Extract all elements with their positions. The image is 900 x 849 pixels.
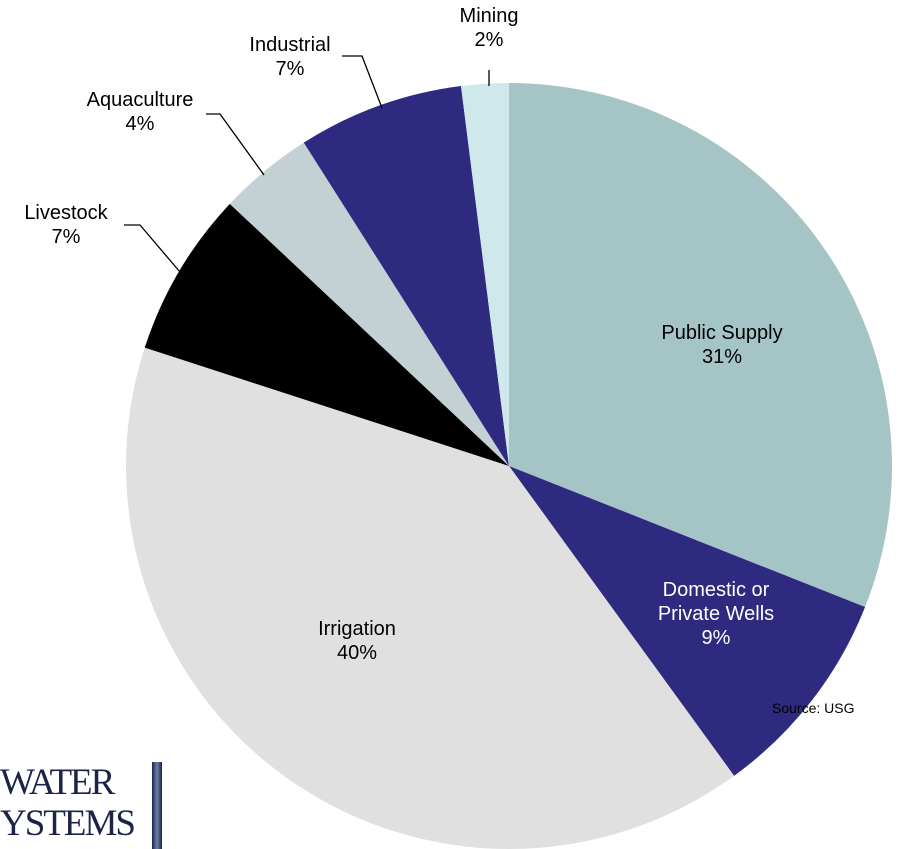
logo-bar bbox=[152, 762, 162, 849]
slice-mining bbox=[460, 83, 509, 466]
slice-name: Irrigation bbox=[318, 618, 396, 640]
source-note: Source: USG bbox=[772, 700, 855, 716]
slice-name: Industrial bbox=[249, 34, 330, 56]
logo-line-1: WATER bbox=[0, 762, 115, 803]
slice-percent: 9% bbox=[702, 627, 731, 649]
slice-industrial bbox=[303, 86, 509, 466]
slice-label-irrigation: Irrigation 40% bbox=[318, 618, 396, 664]
slice-public-supply bbox=[509, 83, 892, 607]
slice-percent: 7% bbox=[276, 58, 305, 80]
logo-line-2: YSTEMS bbox=[0, 803, 136, 844]
slice-name: Private Wells bbox=[658, 603, 774, 625]
slice-label-mining: Mining 2% bbox=[460, 5, 519, 51]
water-systems-logo: WATER YSTEMS bbox=[0, 762, 162, 849]
slice-labels: Public Supply 31% Domestic or Private Wells… bbox=[24, 5, 782, 664]
logo-text: WATER YSTEMS bbox=[0, 762, 155, 849]
slice-percent: 2% bbox=[475, 29, 504, 51]
slice-aquaculture bbox=[229, 142, 509, 466]
slice-percent: 4% bbox=[126, 113, 155, 135]
slice-label-aquaculture: Aquaculture 4% bbox=[87, 89, 194, 135]
leader-lines bbox=[124, 55, 490, 273]
slice-name: Livestock bbox=[24, 202, 108, 224]
slice-percent: 40% bbox=[337, 642, 377, 664]
slice-percent: 7% bbox=[52, 226, 81, 248]
slice-name: Public Supply bbox=[661, 322, 782, 344]
slice-label-public-supply: Public Supply 31% bbox=[661, 322, 782, 368]
leader-line-livestock bbox=[124, 224, 181, 273]
slice-percent: 31% bbox=[702, 346, 742, 368]
slice-label-domestic-or-private-wells: Domestic or Private Wells 9% bbox=[658, 579, 774, 649]
pie-slices bbox=[126, 83, 892, 849]
slice-label-industrial: Industrial 7% bbox=[249, 34, 330, 80]
slice-domestic-or-private-wells bbox=[509, 466, 866, 776]
slice-livestock bbox=[144, 203, 509, 466]
slice-name: Aquaculture bbox=[87, 89, 194, 111]
slice-label-livestock: Livestock 7% bbox=[24, 202, 108, 248]
leader-line-aquaculture bbox=[206, 113, 265, 176]
leader-line-industrial bbox=[342, 55, 383, 109]
slice-irrigation bbox=[126, 347, 735, 849]
slice-name: Domestic or bbox=[663, 579, 770, 601]
slice-name: Mining bbox=[460, 5, 519, 27]
